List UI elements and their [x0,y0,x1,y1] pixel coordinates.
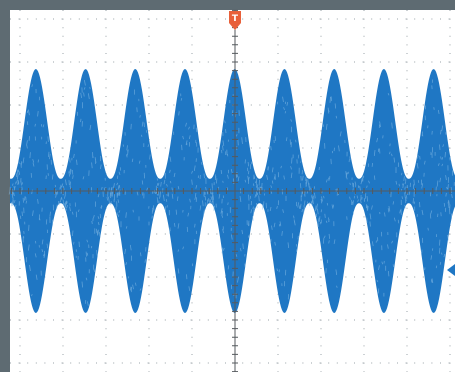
trigger-label: T [232,14,239,24]
trigger-marker[interactable]: T [229,11,241,30]
trigger-level-arrow-icon[interactable] [447,264,455,276]
trigger-position-icon [229,11,241,30]
waveform-texture [8,79,455,306]
